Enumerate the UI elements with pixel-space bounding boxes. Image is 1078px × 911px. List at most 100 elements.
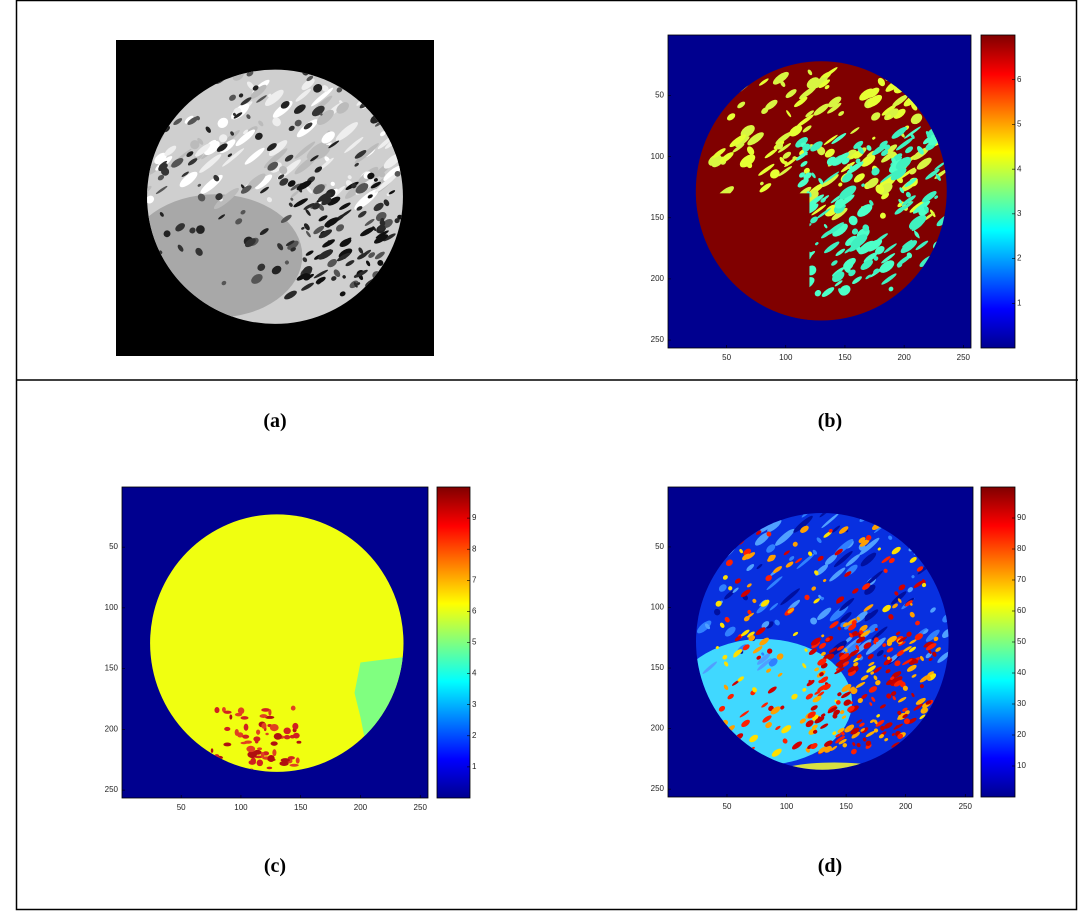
y-tick-label: 250 [105, 785, 119, 794]
texture [274, 733, 282, 740]
x-tick-label: 100 [780, 802, 794, 811]
texture [267, 755, 274, 762]
texture [242, 735, 249, 739]
texture [257, 747, 262, 750]
texture [272, 749, 276, 756]
colorbar-tick-label: 4 [472, 669, 477, 678]
colorbar [981, 35, 1015, 348]
y-tick-label: 100 [105, 603, 119, 612]
colorbar-tick-label: 3 [1017, 209, 1022, 218]
texture [235, 729, 239, 736]
colorbar [981, 487, 1015, 797]
colorbar-tick-label: 1 [1017, 298, 1022, 307]
colorbar-tick-label: 6 [472, 607, 477, 616]
colorbar-tick-label: 20 [1017, 730, 1026, 739]
texture [224, 727, 230, 731]
texture [253, 736, 260, 741]
colorbar-tick-label: 80 [1017, 544, 1026, 553]
x-tick-label: 50 [722, 353, 731, 362]
y-tick-label: 150 [105, 664, 119, 673]
y-tick-label: 100 [651, 603, 665, 612]
texture [241, 716, 249, 720]
texture [235, 713, 242, 717]
y-tick-label: 250 [651, 784, 665, 793]
x-tick-label: 50 [723, 802, 732, 811]
y-tick-label: 250 [651, 335, 665, 344]
texture [214, 707, 219, 713]
colorbar [437, 487, 470, 798]
x-tick-label: 100 [234, 803, 248, 812]
panel-label: (d) [818, 855, 842, 877]
texture [211, 748, 214, 752]
texture [283, 727, 290, 734]
texture [293, 733, 298, 737]
colorbar-tick-label: 2 [472, 731, 477, 740]
y-tick-label: 150 [651, 213, 665, 222]
x-tick-label: 200 [899, 802, 913, 811]
x-tick-label: 250 [957, 353, 971, 362]
texture [229, 714, 232, 719]
image-a [116, 40, 434, 356]
x-tick-label: 100 [779, 353, 793, 362]
colorbar-tick-label: 7 [472, 575, 477, 584]
texture [281, 758, 290, 762]
y-tick-label: 50 [109, 542, 118, 551]
colorbar-tick-label: 8 [472, 544, 477, 553]
x-tick-label: 200 [897, 353, 911, 362]
colorbar-tick-label: 40 [1017, 668, 1026, 677]
texture [257, 759, 263, 766]
colorbar-tick-label: 6 [1017, 75, 1022, 84]
colorbar-tick-label: 60 [1017, 606, 1026, 615]
colorbar-tick-label: 1 [472, 762, 477, 771]
y-tick-label: 50 [655, 542, 664, 551]
colorbar-tick-label: 3 [472, 700, 477, 709]
x-tick-label: 50 [177, 803, 186, 812]
texture [223, 711, 231, 714]
colorbar-tick-label: 4 [1017, 164, 1022, 173]
x-tick-label: 150 [838, 353, 852, 362]
colorbar-tick-label: 9 [472, 513, 477, 522]
colorbar-tick-label: 5 [1017, 120, 1022, 129]
texture [289, 764, 298, 767]
y-tick-label: 150 [651, 663, 665, 672]
texture [249, 760, 256, 765]
x-tick-label: 150 [839, 802, 853, 811]
x-tick-label: 150 [294, 803, 308, 812]
y-tick-label: 200 [651, 274, 665, 283]
y-tick-label: 100 [651, 152, 665, 161]
image [667, 486, 973, 797]
colorbar-tick-label: 5 [472, 638, 477, 647]
texture [260, 714, 268, 718]
texture [246, 746, 255, 752]
texture [254, 750, 262, 755]
texture [244, 724, 249, 731]
texture [267, 767, 273, 770]
image [121, 486, 428, 798]
figure: (a) (b) (c) (d) 501001502002505010015020… [0, 0, 1078, 911]
texture [291, 706, 296, 711]
panel-label: (a) [263, 410, 286, 432]
texture [261, 723, 266, 729]
colorbar-tick-label: 10 [1017, 761, 1026, 770]
colorbar-tick-label: 90 [1017, 513, 1026, 522]
y-tick-label: 200 [651, 724, 665, 733]
y-tick-label: 200 [105, 724, 119, 733]
x-tick-label: 250 [959, 802, 973, 811]
texture [268, 709, 271, 716]
texture [292, 723, 298, 730]
texture [270, 724, 279, 731]
texture [296, 741, 301, 744]
colorbar-tick-label: 2 [1017, 254, 1022, 263]
panel-label: (c) [264, 855, 286, 877]
image [667, 34, 971, 348]
texture [284, 735, 290, 739]
texture [256, 730, 260, 735]
x-tick-label: 200 [354, 803, 368, 812]
colorbar-tick-label: 30 [1017, 699, 1026, 708]
texture [271, 741, 278, 746]
colorbar-tick-label: 50 [1017, 637, 1026, 646]
panel-label: (b) [818, 410, 842, 432]
texture [244, 740, 252, 743]
colorbar-tick-label: 70 [1017, 575, 1026, 584]
x-tick-label: 250 [414, 803, 428, 812]
